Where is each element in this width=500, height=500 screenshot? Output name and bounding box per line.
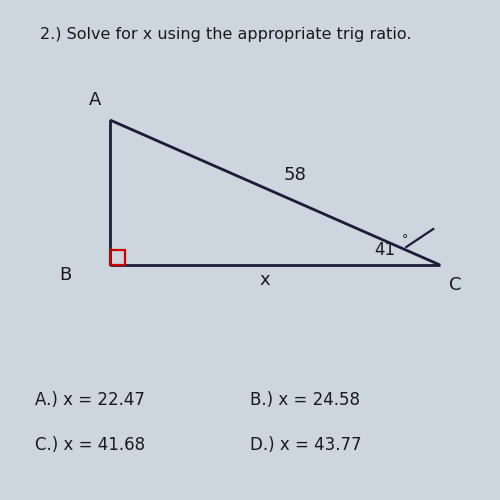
Text: C: C [449, 276, 461, 294]
Text: B: B [59, 266, 71, 284]
Text: D.) x = 43.77: D.) x = 43.77 [250, 436, 362, 454]
Text: °: ° [402, 234, 408, 246]
Text: A.) x = 22.47: A.) x = 22.47 [35, 391, 145, 409]
Text: x: x [260, 271, 270, 289]
Text: C.) x = 41.68: C.) x = 41.68 [35, 436, 145, 454]
Text: B.) x = 24.58: B.) x = 24.58 [250, 391, 360, 409]
Text: 2.) Solve for x using the appropriate trig ratio.: 2.) Solve for x using the appropriate tr… [40, 28, 412, 42]
Text: A: A [89, 91, 101, 109]
Text: 41: 41 [374, 241, 396, 259]
Bar [110, 250, 125, 265]
Text: 58: 58 [284, 166, 306, 184]
